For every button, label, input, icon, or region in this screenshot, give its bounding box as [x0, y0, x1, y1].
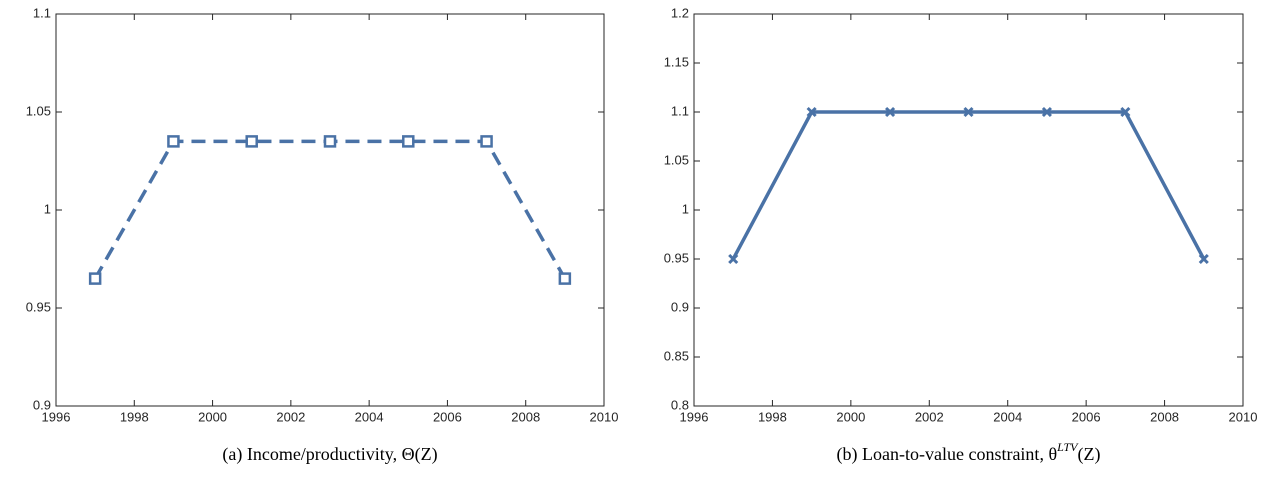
marker [245, 135, 258, 148]
y-tick-label: 0.95 [26, 299, 51, 314]
x-tick-label: 2008 [1150, 409, 1179, 424]
plot-frame [55, 13, 605, 407]
y-tick-label: 1 [682, 201, 689, 216]
marker [806, 106, 817, 118]
caption: (a) Income/productivity, Θ(Z) [222, 444, 437, 465]
x-tick-label: 1998 [120, 409, 149, 424]
y-tick-label: 1.2 [671, 5, 689, 20]
x-tick-label: 2002 [915, 409, 944, 424]
x-tick-label: 2006 [1072, 409, 1101, 424]
x-tick-label: 2000 [198, 409, 227, 424]
x-tick-label: 2002 [276, 409, 305, 424]
marker [480, 135, 493, 148]
y-tick-label: 0.9 [671, 299, 689, 314]
marker [963, 106, 974, 118]
y-tick-label: 1.1 [671, 103, 689, 118]
marker [1198, 253, 1209, 265]
y-tick-label: 0.85 [664, 348, 689, 363]
x-tick-label: 1996 [680, 409, 709, 424]
chart: 0.8 0.85 0.9 0.95 1 1.05 1.1 1.15 1.2 1996 1998 200… [664, 5, 1258, 465]
y-tick-label: 0.8 [671, 397, 689, 412]
y-tick-label: 0.95 [664, 250, 689, 265]
marker [558, 272, 572, 285]
x-tick-label: 2006 [433, 409, 462, 424]
x-tick-label: 1996 [42, 409, 71, 424]
marker [167, 135, 180, 148]
series-line [731, 110, 1206, 260]
x-tick-label: 1998 [758, 409, 787, 424]
chart: 0.9 0.95 1 1.05 1.1 1996 1998 2000 2002 2004 2006 2… [26, 5, 619, 465]
y-tick-label: 1.05 [26, 103, 51, 118]
x-tick-label: 2004 [993, 409, 1022, 424]
caption-end: (Z) [1078, 444, 1101, 465]
y-tick-label: 1 [44, 201, 51, 216]
y-tick-label: 1.15 [664, 54, 689, 69]
x-tick-label: 2004 [355, 409, 384, 424]
marker [728, 253, 739, 265]
caption-text: (b) Loan-to-value constraint, θ [837, 444, 1058, 465]
marker [88, 272, 102, 285]
marker [885, 106, 896, 118]
y-tick-label: 0.9 [33, 397, 51, 412]
marker [1120, 106, 1131, 118]
x-tick-label: 2010 [1229, 409, 1258, 424]
caption-superscript: LTV [1056, 440, 1079, 454]
plot-frame [693, 13, 1244, 407]
marker [402, 135, 415, 148]
y-tick-label: 1.1 [33, 5, 51, 20]
x-tick-label: 2000 [836, 409, 865, 424]
caption: (b) Loan-to-value constraint, θLTV(Z) [837, 440, 1101, 465]
x-tick-label: 2010 [590, 409, 619, 424]
y-tick-label: 1.05 [664, 152, 689, 167]
marker [323, 135, 337, 148]
series-line [93, 139, 567, 280]
caption-text: (a) Income/productivity, Θ(Z) [222, 444, 437, 465]
x-tick-label: 2008 [511, 409, 540, 424]
marker [1041, 106, 1052, 118]
